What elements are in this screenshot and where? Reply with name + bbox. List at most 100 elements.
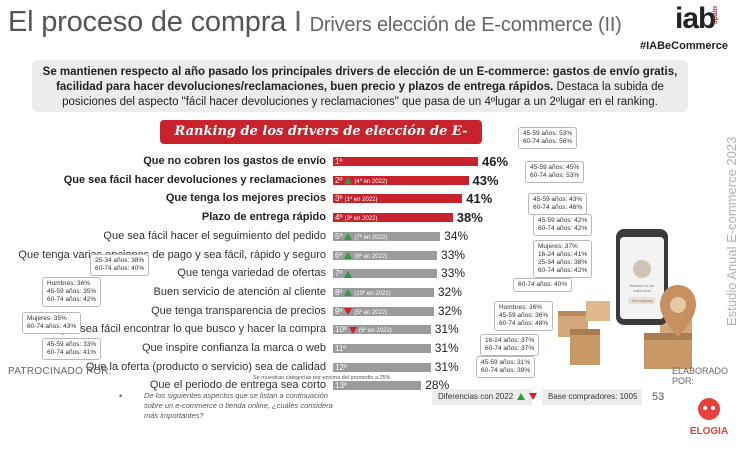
rank-number: 10º: [335, 325, 347, 335]
bar: 13º: [333, 381, 422, 391]
rank-label: 6º (8º en 2022): [333, 251, 437, 262]
rank-label: 3º (1º en 2022): [333, 194, 462, 205]
value-label: 34%: [444, 228, 469, 243]
rank-number: 1º: [335, 157, 343, 166]
rank-label: 5º (7º en 2022): [333, 232, 440, 243]
category-label: Buen servicio de atención al cliente: [153, 285, 326, 298]
callout-line: 60-74 años: 40%: [518, 281, 568, 288]
previous-rank: (4º en 2022): [354, 178, 388, 185]
value-label: 38%: [456, 210, 483, 226]
rank-label: 7º: [333, 269, 437, 278]
hashtag: #IABeCommerce: [640, 40, 729, 52]
segment-callout: 45-59 años: 45% 60-74 años: 53%: [525, 161, 585, 183]
rank-label: 10º (6º en 2022): [333, 325, 431, 336]
callout-line: 16-24 años: 37%: [485, 337, 535, 344]
iab-logo-region: spain: [712, 6, 719, 25]
up-arrow-icon: [517, 393, 526, 401]
category-label: Que sea fácil hacer devoluciones y recla…: [63, 173, 326, 186]
callout-line: 60-74 años: 53%: [530, 172, 580, 179]
rank-number: 6º: [335, 250, 343, 260]
segment-callout: 45-59 años: 43% 60-74 años: 46%: [528, 193, 588, 215]
base-box: Base compradores: 1005: [542, 389, 642, 405]
summary-bold: Se mantienen respecto al año pasado los …: [42, 66, 678, 93]
elogia-logo: ELOGIA: [690, 398, 728, 437]
previous-rank: (10º en 2022): [354, 290, 391, 297]
callout-line: 45-59 años: 36%: [499, 312, 549, 319]
value-label: 33%: [441, 266, 466, 281]
category-label: Que tenga transparencia de precios: [151, 304, 326, 317]
callout-line: 60-74 años: 42%: [47, 296, 97, 303]
callout-line: Hombres: 36%: [47, 280, 90, 287]
category-label: Que la oferta (producto o servicio) sea …: [85, 360, 326, 373]
legend-label: Diferencias con 2022: [438, 392, 514, 401]
callout-line: 45-59 años: 31%: [481, 359, 531, 366]
callout-line: Hombres: 36%: [499, 304, 542, 311]
bar: 12º: [333, 362, 431, 372]
bar: 2º (4º en 2022): [333, 175, 469, 187]
rank-number: 9º: [335, 306, 343, 316]
segment-callout: Hombres: 36% 45-59 años: 35% 60-74 años: 4…: [42, 277, 102, 307]
segment-callout: Hombres: 36% 45-59 años: 36% 60-74 años: 4…: [494, 301, 554, 331]
up-arrow-icon: [344, 177, 353, 185]
chart-title: Ranking de los drivers de elección de E-…: [160, 120, 482, 163]
value-label: 43%: [472, 172, 499, 188]
page-title: El proceso de compra I Drivers elección …: [8, 6, 622, 39]
segment-callout: Mujeres: 37% 16-24 años: 41% 25-34 años: 3…: [533, 240, 593, 278]
value-label: 32%: [437, 284, 462, 299]
callout-line: 60-74 años: 40%: [95, 265, 145, 272]
callout-line: 60-74 años: 39%: [481, 367, 531, 374]
callout-line: 45-59 años: 45%: [530, 164, 580, 171]
segment-callout: 45-59 años: 53% 60-74 años: 56%: [518, 127, 578, 149]
made-by-label: ELABORADO POR:: [672, 366, 729, 386]
category-label: Que tenga los mejores precios: [165, 192, 326, 205]
rank-number: 13º: [335, 381, 347, 391]
category-label: Que sea fácil hacer el seguimiento del p…: [103, 229, 326, 242]
previous-rank: (3º en 2022): [344, 216, 378, 223]
value-label: 33%: [441, 247, 466, 262]
rank-label: 8º (10º en 2022): [333, 288, 434, 299]
up-arrow-icon: [344, 233, 353, 241]
down-arrow-icon: [348, 326, 357, 334]
title-separator: I: [293, 6, 302, 38]
segment-callout: 60-74 años: 40%: [513, 278, 573, 292]
phone-button-label: Let's shopping: [632, 299, 653, 303]
rank-label: 11º: [333, 344, 431, 353]
segment-callout: 25-34 años: 38% 60-74 años: 40%: [90, 254, 150, 276]
rank-number: 7º: [335, 269, 343, 279]
elogia-logo-text: ELOGIA: [690, 426, 728, 437]
segment-callout: 16-24 años: 37% 60-74 años: 37%: [480, 334, 540, 356]
bar: 4º (3º en 2022): [333, 213, 453, 223]
down-arrow-icon: [344, 307, 353, 315]
category-label: Que no cobren los gastos de envío: [143, 155, 326, 167]
callout-line: 45-59 años: 53%: [523, 130, 573, 137]
category-label: Plazo de entrega rápido: [201, 211, 326, 224]
segment-callout: 45-59 años: 31% 60-74 años: 39%: [476, 356, 536, 378]
rank-number: 4º: [335, 213, 343, 223]
bar: 3º (1º en 2022): [333, 194, 463, 205]
category-label: Que tenga variedad de ofertas: [177, 267, 326, 280]
category-label: Que tenga varias opciones de pago y sea …: [18, 248, 326, 261]
value-label: 28%: [425, 378, 450, 393]
rank-number: 12º: [335, 362, 347, 372]
callout-line: 60-74 años: 46%: [533, 204, 583, 211]
bar: 10º (6º en 2022): [333, 325, 431, 336]
callout-line: 25-34 años: 38%: [538, 259, 588, 266]
bar: 7º: [333, 269, 438, 279]
rank-number: 11º: [335, 344, 347, 353]
up-arrow-icon: [344, 289, 353, 297]
value-label: 32%: [437, 303, 462, 318]
callout-line: Mujeres: 35%: [27, 315, 67, 322]
previous-rank: (7º en 2022): [354, 234, 388, 241]
question-bullet: •: [119, 391, 123, 401]
category-label: Que el periodo de entrega sea corto: [149, 379, 326, 392]
callout-line: Mujeres: 37%: [538, 243, 578, 250]
summary-normal: Destaca la subida de posiciones del aspe…: [62, 81, 664, 108]
up-arrow-icon: [344, 251, 353, 259]
phone-line: Welcome to our: [630, 284, 655, 288]
sponsored-by-label: PATROCINADO POR:: [8, 366, 112, 377]
callout-line: 25-34 años: 38%: [95, 257, 145, 264]
segment-callout: Mujeres: 35% 60-74 años: 43%: [22, 312, 82, 334]
rank-label: 9º (5º en 2022): [333, 307, 434, 318]
rank-label: 2º (4º en 2022): [333, 176, 469, 187]
bar: 6º (8º en 2022): [333, 250, 438, 262]
